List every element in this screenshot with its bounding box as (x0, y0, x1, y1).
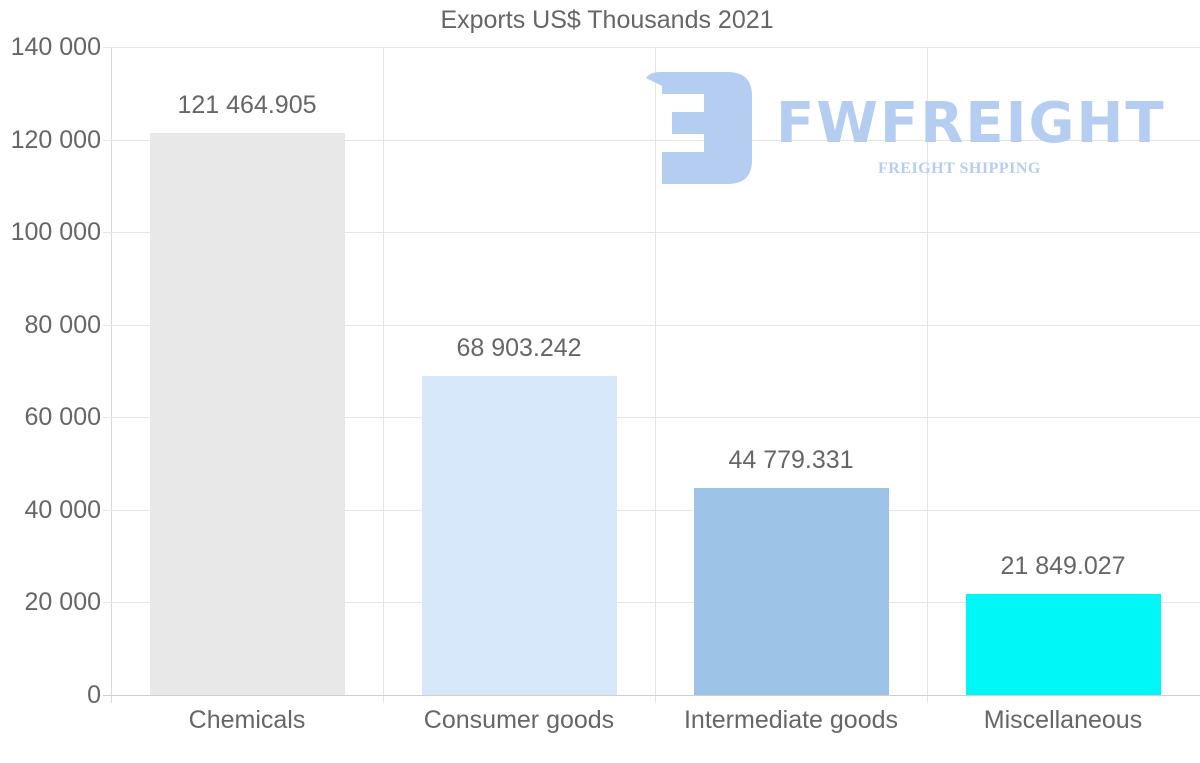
h-gridline (103, 695, 1200, 696)
v-gridline (111, 47, 112, 703)
x-tick-label: Miscellaneous (983, 706, 1143, 734)
h-gridline (103, 139, 1200, 141)
v-gridline (655, 47, 656, 703)
bar-consumer-goods[interactable] (422, 376, 617, 695)
watermark-tagline: FREIGHT SHIPPING (878, 160, 1041, 177)
bar-intermediate-goods[interactable] (694, 487, 889, 695)
y-tick-label: 120 000 (10, 125, 101, 154)
x-tick-label: Intermediate goods (683, 706, 899, 734)
y-tick-label: 0 (87, 681, 101, 709)
bar-value-label: 121 464.905 (177, 90, 317, 119)
fwfreight-watermark: FWFREIGHT FREIGHT SHIPPING (646, 72, 1164, 188)
bar-chemicals[interactable] (150, 132, 345, 695)
v-gridline (927, 47, 928, 703)
bar-value-label: 21 849.027 (1000, 551, 1126, 580)
y-tick-label: 100 000 (10, 218, 101, 247)
y-tick-label: 140 000 (10, 33, 101, 61)
y-tick-label: 60 000 (24, 403, 101, 432)
bar-value-label: 68 903.242 (456, 334, 582, 363)
chart-title: Exports US$ Thousands 2021 (440, 6, 774, 34)
bar-miscellaneous[interactable] (966, 593, 1161, 695)
plot-area: 121 464.905 68 903.242 44 779.331 21 849.02… (103, 47, 1200, 703)
y-tick-label: 20 000 (24, 588, 101, 617)
fwfreight-logo-icon (646, 72, 752, 184)
watermark-brand: FWFREIGHT (776, 91, 1166, 156)
bar-value-label: 44 779.331 (728, 445, 854, 474)
h-gridline (103, 232, 1200, 234)
h-gridline (103, 509, 1200, 511)
h-gridline (103, 324, 1200, 326)
x-tick-label: Chemicals (188, 706, 306, 734)
x-tick-label: Consumer goods (423, 706, 615, 734)
y-tick-label: 80 000 (24, 310, 101, 339)
h-gridline (103, 602, 1200, 604)
h-gridline (103, 47, 1200, 48)
y-tick-label: 40 000 (24, 495, 101, 524)
v-gridline (383, 47, 384, 703)
h-gridline (103, 417, 1200, 419)
